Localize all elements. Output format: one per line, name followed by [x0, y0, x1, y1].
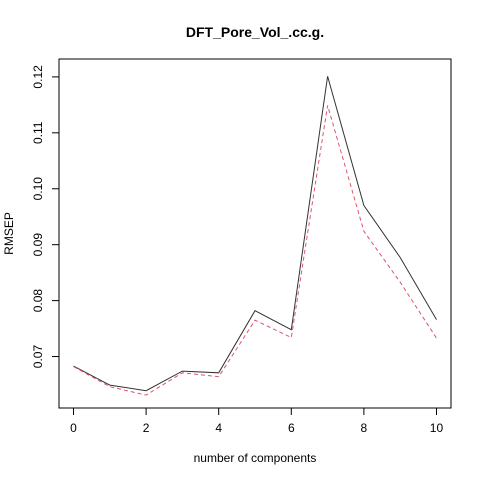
chart-title: DFT_Pore_Vol_.cc.g. [186, 24, 324, 40]
series-line-2 [73, 105, 437, 396]
x-axis: 0 2 4 6 8 10 [70, 407, 444, 435]
x-tick-label: 4 [215, 421, 222, 435]
y-axis-label: RMSEP [2, 212, 16, 255]
x-tick-label: 6 [288, 421, 295, 435]
series-layer [73, 76, 437, 396]
y-tick-label: 0.11 [31, 121, 45, 144]
x-tick-label: 0 [70, 421, 77, 435]
y-axis: 0.07 0.08 0.09 0.10 0.11 0.12 [31, 65, 60, 369]
y-tick-label: 0.12 [31, 65, 45, 89]
series-line-1 [73, 76, 437, 392]
y-tick-label: 0.07 [31, 345, 45, 369]
y-tick-label: 0.10 [31, 177, 45, 201]
y-tick-label: 0.08 [31, 289, 45, 313]
y-tick-label: 0.09 [31, 233, 45, 257]
x-tick-label: 10 [430, 421, 444, 435]
x-tick-label: 8 [361, 421, 368, 435]
x-axis-label: number of components [194, 451, 317, 465]
x-tick-label: 2 [143, 421, 150, 435]
